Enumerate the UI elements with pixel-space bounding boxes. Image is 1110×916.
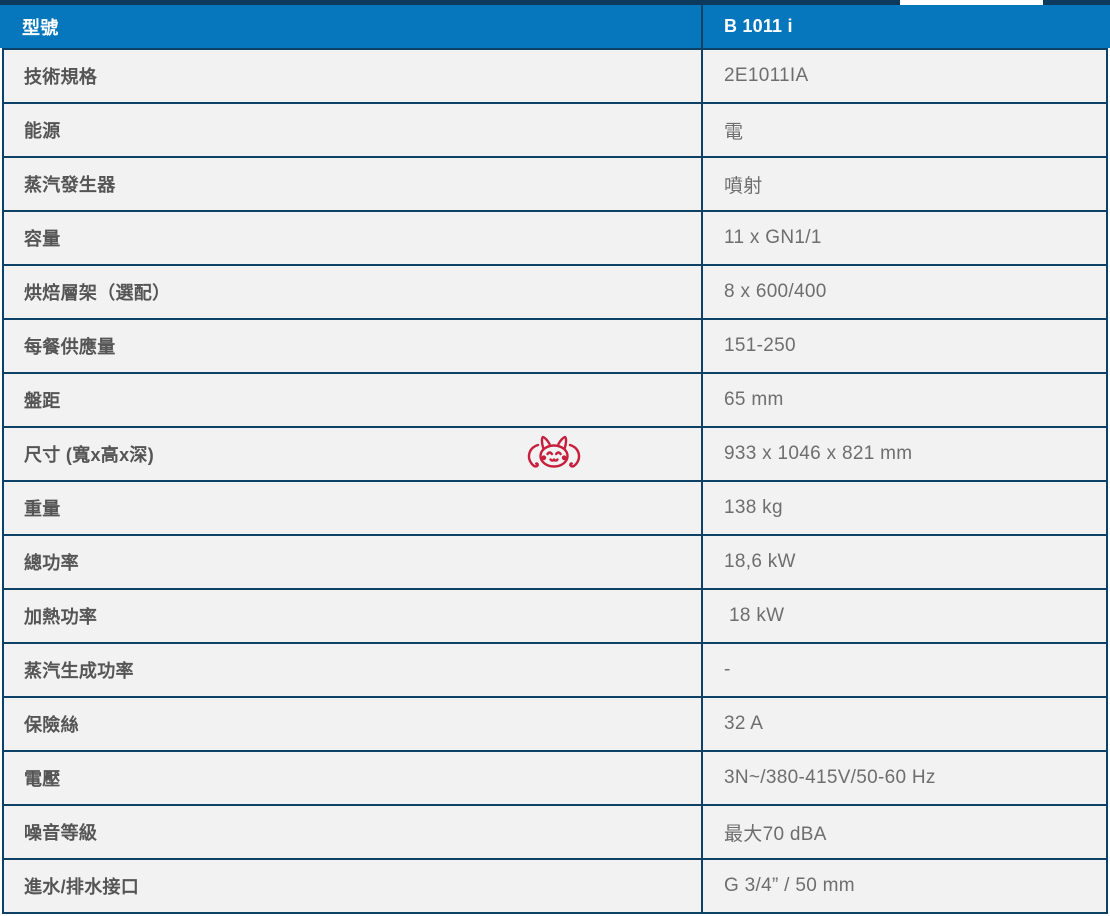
column-divider bbox=[701, 644, 703, 696]
row-label: 加熱功率 bbox=[24, 607, 98, 627]
row-label: 技術規格 bbox=[24, 67, 98, 87]
lucky-cat-doodle-icon bbox=[526, 434, 582, 474]
header-model-label: 型號 bbox=[22, 17, 59, 38]
header-model-cell: 型號 bbox=[0, 5, 701, 48]
row-value: G 3/4” / 50 mm bbox=[724, 875, 855, 896]
column-divider bbox=[701, 482, 703, 534]
table-row-baking-racks: 烘焙層架（選配） 8 x 600/400 bbox=[4, 264, 1106, 318]
table-row-voltage: 電壓 3N~/380-415V/50-60 Hz bbox=[4, 750, 1106, 804]
top-strip bbox=[0, 0, 1110, 5]
column-divider bbox=[701, 212, 703, 264]
row-label: 重量 bbox=[24, 499, 61, 519]
table-row-fuse: 保險絲 32 A bbox=[4, 696, 1106, 750]
row-label: 盤距 bbox=[24, 391, 61, 411]
row-value: - bbox=[724, 659, 731, 680]
column-divider bbox=[701, 590, 703, 642]
row-value: 電 bbox=[724, 121, 744, 143]
table-row-total-power: 總功率 18,6 kW bbox=[4, 534, 1106, 588]
row-value: 3N~/380-415V/50-60 Hz bbox=[724, 767, 936, 788]
column-divider bbox=[701, 536, 703, 588]
row-value: 18,6 kW bbox=[724, 551, 796, 572]
table-row-steam-power: 蒸汽生成功率 - bbox=[4, 642, 1106, 696]
column-divider bbox=[701, 806, 703, 858]
column-divider bbox=[701, 860, 703, 912]
table-row-dimensions: 尺寸 (寬x高x深) bbox=[4, 426, 1106, 480]
row-value: 933 x 1046 x 821 mm bbox=[724, 443, 913, 464]
row-label: 保險絲 bbox=[24, 715, 79, 735]
table-row-tray-pitch: 盤距 65 mm bbox=[4, 372, 1106, 426]
column-divider bbox=[701, 428, 703, 480]
column-divider bbox=[701, 698, 703, 750]
header-model-value: B 1011 i bbox=[724, 16, 793, 36]
row-value: 8 x 600/400 bbox=[724, 281, 827, 302]
row-value: 2E1011IA bbox=[724, 65, 809, 86]
row-value: 32 A bbox=[724, 713, 764, 734]
row-label: 能源 bbox=[24, 121, 61, 141]
table-row-meals-per-service: 每餐供應量 151-250 bbox=[4, 318, 1106, 372]
header-column-divider bbox=[701, 5, 703, 48]
row-label: 噪音等級 bbox=[24, 823, 98, 843]
header-model-value-cell: B 1011 i bbox=[703, 5, 1110, 48]
row-label: 電壓 bbox=[24, 769, 61, 789]
row-value: 11 x GN1/1 bbox=[724, 227, 822, 248]
row-label: 容量 bbox=[24, 229, 61, 249]
table-row-heating-power: 加熱功率 18 kW bbox=[4, 588, 1106, 642]
column-divider bbox=[701, 104, 703, 156]
column-divider bbox=[701, 50, 703, 102]
column-divider bbox=[701, 374, 703, 426]
row-value: 最大70 dBA bbox=[724, 823, 827, 845]
row-label: 尺寸 (寬x高x深) bbox=[24, 445, 155, 465]
row-label: 總功率 bbox=[24, 553, 79, 573]
table-row-steam-generator: 蒸汽發生器 噴射 bbox=[4, 156, 1106, 210]
table-row-water-connection: 進水/排水接口 G 3/4” / 50 mm bbox=[4, 858, 1106, 912]
row-label: 蒸汽生成功率 bbox=[24, 661, 134, 681]
column-divider bbox=[701, 158, 703, 210]
column-divider bbox=[701, 320, 703, 372]
row-label: 每餐供應量 bbox=[24, 337, 116, 357]
table-row-energy: 能源 電 bbox=[4, 102, 1106, 156]
row-value: 65 mm bbox=[724, 389, 784, 410]
table-row-weight: 重量 138 kg bbox=[4, 480, 1106, 534]
top-strip-gap bbox=[900, 0, 1043, 5]
row-label: 蒸汽發生器 bbox=[24, 175, 116, 195]
row-label: 進水/排水接口 bbox=[24, 877, 140, 897]
row-value: 18 kW bbox=[729, 605, 785, 626]
table-body: 技術規格 2E1011IA 能源 電 蒸汽發生器 噴射 容量 11 x GN1/… bbox=[2, 48, 1108, 914]
table-row-tech-spec: 技術規格 2E1011IA bbox=[4, 48, 1106, 102]
table-header-row: 型號 B 1011 i bbox=[0, 5, 1110, 48]
table-row-noise-level: 噪音等級 最大70 dBA bbox=[4, 804, 1106, 858]
row-value: 噴射 bbox=[724, 175, 763, 197]
column-divider bbox=[701, 752, 703, 804]
row-value: 138 kg bbox=[724, 497, 783, 518]
column-divider bbox=[701, 266, 703, 318]
row-value: 151-250 bbox=[724, 335, 796, 356]
table-row-capacity: 容量 11 x GN1/1 bbox=[4, 210, 1106, 264]
row-label: 烘焙層架（選配） bbox=[24, 283, 171, 303]
